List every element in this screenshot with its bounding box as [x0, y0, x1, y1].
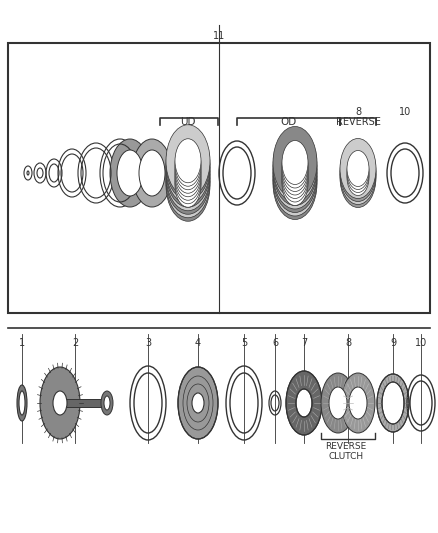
Text: 11: 11	[213, 31, 225, 41]
Ellipse shape	[321, 373, 355, 433]
Ellipse shape	[286, 371, 322, 435]
Ellipse shape	[377, 374, 409, 432]
Ellipse shape	[340, 148, 376, 207]
Ellipse shape	[347, 157, 369, 192]
Ellipse shape	[175, 163, 201, 207]
Ellipse shape	[132, 139, 172, 207]
Ellipse shape	[347, 159, 369, 196]
Ellipse shape	[282, 144, 308, 188]
Ellipse shape	[273, 141, 317, 213]
Text: OD: OD	[280, 117, 297, 127]
Text: 2: 2	[72, 338, 78, 348]
Ellipse shape	[17, 385, 27, 421]
Ellipse shape	[166, 149, 210, 221]
Ellipse shape	[53, 391, 67, 415]
Ellipse shape	[166, 146, 210, 218]
Ellipse shape	[178, 367, 218, 439]
Ellipse shape	[341, 373, 375, 433]
Ellipse shape	[282, 148, 308, 191]
Ellipse shape	[382, 382, 404, 424]
Ellipse shape	[175, 149, 201, 193]
Ellipse shape	[273, 126, 317, 198]
Ellipse shape	[347, 154, 369, 190]
Ellipse shape	[296, 389, 312, 417]
Text: 4: 4	[195, 338, 201, 348]
Ellipse shape	[166, 125, 210, 197]
Ellipse shape	[175, 156, 201, 200]
Ellipse shape	[282, 161, 308, 206]
Ellipse shape	[101, 391, 113, 415]
Ellipse shape	[340, 141, 376, 201]
Ellipse shape	[175, 139, 201, 183]
Text: 3: 3	[145, 338, 151, 348]
Text: 10: 10	[399, 107, 411, 117]
Ellipse shape	[110, 139, 150, 207]
Ellipse shape	[175, 146, 201, 190]
Ellipse shape	[273, 130, 317, 202]
Ellipse shape	[282, 155, 308, 198]
Ellipse shape	[117, 150, 143, 196]
Ellipse shape	[166, 139, 210, 211]
Text: 7: 7	[301, 338, 307, 348]
Ellipse shape	[273, 148, 317, 220]
Ellipse shape	[175, 153, 201, 197]
Text: REVERSE: REVERSE	[336, 117, 381, 127]
Ellipse shape	[175, 142, 201, 186]
Text: REVERSE
CLUTCH: REVERSE CLUTCH	[325, 442, 367, 462]
Text: 10: 10	[415, 338, 427, 348]
Ellipse shape	[349, 387, 367, 419]
Ellipse shape	[340, 144, 376, 205]
Text: 6: 6	[272, 338, 278, 348]
Ellipse shape	[282, 158, 308, 202]
Bar	[8, 43, 430, 313]
Ellipse shape	[166, 135, 210, 207]
Ellipse shape	[40, 367, 80, 439]
Text: 9: 9	[390, 338, 396, 348]
Ellipse shape	[166, 142, 210, 214]
Ellipse shape	[192, 393, 204, 413]
Ellipse shape	[282, 151, 308, 195]
Ellipse shape	[139, 150, 165, 196]
Ellipse shape	[329, 387, 347, 419]
Ellipse shape	[273, 137, 317, 209]
Text: 5: 5	[241, 338, 247, 348]
Ellipse shape	[273, 144, 317, 216]
Ellipse shape	[282, 141, 308, 184]
Ellipse shape	[347, 150, 369, 187]
Text: UD: UD	[180, 117, 196, 127]
Ellipse shape	[19, 391, 25, 415]
Ellipse shape	[104, 396, 110, 410]
Text: 8: 8	[345, 338, 351, 348]
Ellipse shape	[175, 160, 201, 204]
Text: 8: 8	[355, 107, 361, 117]
Text: 1: 1	[19, 338, 25, 348]
FancyBboxPatch shape	[60, 399, 105, 407]
Ellipse shape	[166, 128, 210, 200]
Ellipse shape	[340, 139, 376, 198]
Ellipse shape	[273, 133, 317, 206]
Ellipse shape	[166, 132, 210, 204]
